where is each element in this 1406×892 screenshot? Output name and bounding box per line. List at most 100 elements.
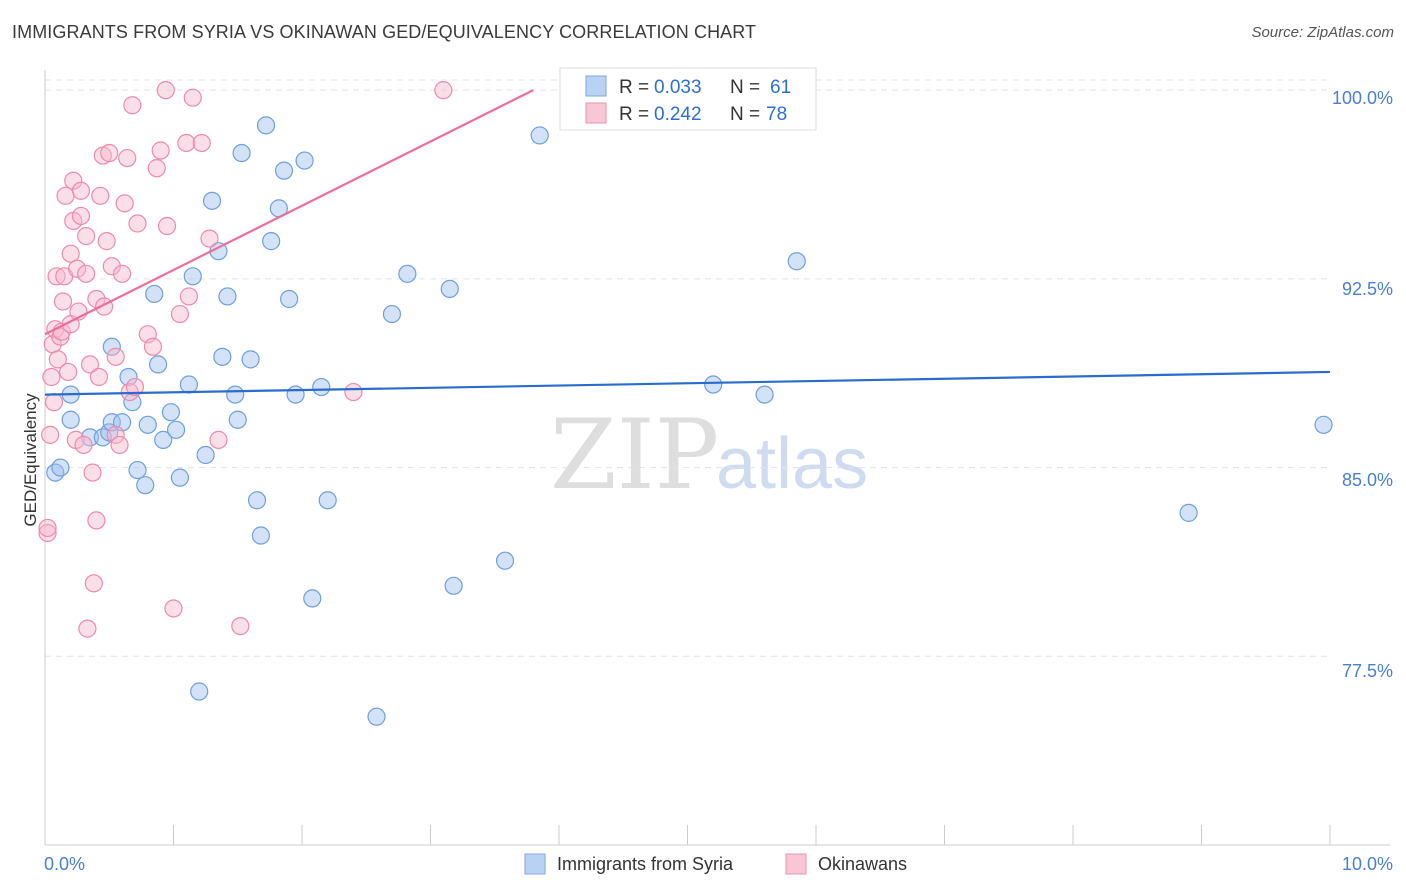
y-tick-label: 92.5% (1342, 279, 1393, 299)
legend-r-value: 0.033 (654, 77, 702, 98)
bottom-legend-swatch-okinawans (785, 853, 807, 875)
okinawan-point (112, 264, 132, 283)
syria-point (530, 126, 549, 145)
okinawan-point (47, 267, 66, 286)
syria-point (213, 347, 232, 366)
syria-point (251, 526, 270, 545)
okinawan-point (110, 435, 129, 455)
syria-point (218, 287, 237, 306)
legend-swatch-okinawans (585, 102, 607, 124)
syria-point (398, 264, 417, 283)
okinawan-point (434, 81, 453, 100)
okinawan-point (200, 229, 219, 248)
okinawan-point (192, 133, 211, 153)
okinawan-point (38, 523, 57, 543)
okinawan-point (177, 133, 196, 153)
syria-point (179, 375, 199, 394)
y-tick-label: 85.0% (1342, 470, 1393, 490)
okinawan-point (83, 463, 102, 482)
syria-point (755, 385, 774, 404)
syria-point (704, 375, 723, 394)
syria-point (274, 161, 294, 180)
bottom-legend-label-okinawans: Okinawans (818, 854, 907, 874)
y-tick-label: 77.5% (1342, 661, 1393, 681)
okinawan-point (147, 159, 166, 178)
okinawan-point (151, 141, 170, 160)
okinawan-point (97, 232, 116, 251)
legend-n-label: N = (730, 77, 760, 98)
okinawan-point (102, 257, 121, 276)
syria-point (367, 707, 386, 726)
syria-point (232, 143, 251, 163)
okinawan-point (118, 148, 137, 168)
syria-point (166, 420, 186, 439)
syria-point (262, 232, 281, 251)
syria-point (51, 458, 70, 477)
syria-point (170, 468, 190, 487)
okinawan-point (77, 264, 96, 283)
data-points (38, 81, 1333, 726)
syria-point (226, 385, 245, 404)
syria-point (280, 289, 299, 309)
syria-point (256, 116, 276, 135)
okinawan-point (170, 304, 190, 324)
syria-point (1314, 415, 1333, 434)
syria-point (202, 191, 222, 210)
syria-point (80, 428, 100, 447)
syria-point (318, 491, 337, 510)
syria-point (145, 284, 164, 304)
syria-point (136, 476, 155, 495)
syria-point (148, 355, 168, 374)
okinawan-point (128, 214, 147, 233)
syria-point (440, 279, 459, 299)
okinawan-trend-line (44, 89, 534, 336)
x-tick-label: 0.0% (44, 854, 85, 874)
okinawan-point (89, 367, 109, 387)
syria-point (228, 410, 247, 429)
syria-point (312, 377, 331, 397)
axes (44, 70, 1390, 846)
okinawan-point (87, 511, 106, 530)
bottom-legend-swatch-syria (524, 853, 546, 875)
legend-swatch-syria (585, 75, 607, 97)
okinawan-point (125, 377, 145, 397)
syria-trend-line (44, 370, 1331, 396)
okinawan-point (41, 425, 60, 444)
grid-lines (45, 79, 1330, 657)
syria-point (382, 304, 402, 324)
syria-point (61, 410, 80, 429)
okinawan-point (71, 206, 91, 226)
bottom-legend-label-syria: Immigrants from Syria (557, 854, 734, 874)
watermark-zip: ZIP (550, 399, 719, 511)
syria-point (1179, 503, 1198, 522)
syria-point (183, 267, 202, 286)
okinawan-point (209, 430, 228, 449)
okinawan-point (74, 435, 93, 455)
syria-point (241, 350, 260, 369)
okinawan-point (78, 619, 97, 638)
syria-point (196, 445, 215, 465)
syria-point (295, 151, 314, 170)
okinawan-point (64, 171, 83, 190)
legend-n-value: 61 (770, 77, 791, 98)
syria-point (154, 430, 173, 449)
syria-point (787, 252, 806, 271)
okinawan-point (56, 186, 75, 205)
legend-n-label: N = (730, 104, 760, 125)
syria-point (190, 682, 209, 701)
okinawan-point (53, 292, 73, 311)
okinawan-point (106, 347, 125, 366)
x-tick-label: 10.0% (1342, 854, 1393, 874)
syria-point (286, 385, 305, 404)
syria-point (444, 576, 463, 595)
okinawan-point (38, 518, 57, 538)
okinawan-point (61, 244, 80, 263)
y-tick-label: 100.0% (1332, 88, 1393, 108)
syria-point (138, 415, 157, 434)
syria-point (119, 367, 138, 387)
y-axis-label: GED/Equivalency (21, 393, 40, 527)
legend: R = 0.033 N = 61 R = 0.242 N = 78 (559, 67, 817, 131)
okinawan-point (42, 367, 61, 387)
syria-point (495, 551, 515, 570)
okinawan-point (143, 337, 163, 356)
